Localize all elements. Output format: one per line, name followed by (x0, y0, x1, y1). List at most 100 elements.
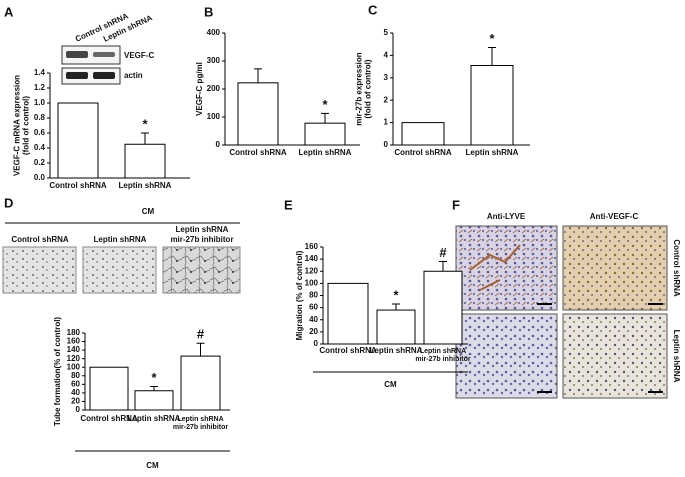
y-axis-label: Tube formation(% of control) (53, 317, 62, 427)
y-tick-label: 300 (207, 56, 221, 65)
y-tick-label: 0 (314, 339, 319, 348)
y-tick-label: 0 (216, 140, 221, 149)
y-tick-label: 40 (309, 315, 318, 324)
group-label: CM (146, 461, 159, 470)
y-tick-label: 0 (384, 140, 389, 149)
panel-label: E (284, 197, 293, 212)
x-tick-label: Leptin shRNA (370, 346, 423, 355)
x-tick-label: Leptin shRNA (177, 416, 223, 423)
error-bar (254, 68, 262, 83)
y-tick-label: 100 (305, 278, 319, 287)
blot-band (93, 72, 115, 79)
x-tick-label: Leptin shRNA (119, 181, 172, 190)
y-tick-label: 0.8 (34, 113, 46, 122)
ihc-image (455, 313, 558, 399)
bar (134, 390, 174, 411)
bar (180, 355, 221, 411)
bar (89, 366, 129, 411)
y-tick-label: 60 (71, 379, 80, 388)
x-tick-label: Control shRNA (80, 414, 138, 423)
y-tick-label: 80 (309, 291, 318, 300)
y-tick-label: 0.4 (34, 143, 46, 152)
blot-frame (61, 45, 121, 65)
y-tick-label: 400 (207, 28, 221, 37)
y-tick-label: 1.2 (34, 83, 46, 92)
y-axis-label: VEGF-C mRNA expression (13, 75, 22, 176)
y-tick-label: 1 (384, 118, 389, 127)
y-tick-label: 1.4 (34, 68, 46, 77)
bar (401, 122, 445, 146)
error-bar (196, 342, 205, 357)
y-tick-label: 0.2 (34, 158, 46, 167)
x-tick-label: Leptin shRNA (466, 148, 519, 157)
y-tick-label: 5 (384, 28, 389, 37)
x-tick-label: Control shRNA (319, 346, 377, 355)
significance-marker: * (489, 31, 495, 46)
significance-marker: # (439, 245, 447, 260)
y-tick-label: 160 (67, 337, 81, 346)
bar (124, 143, 166, 179)
group-label: CM (384, 380, 397, 389)
y-tick-label: 0.6 (34, 128, 46, 137)
y-tick-label: 200 (207, 84, 221, 93)
x-tick-label: mir-27b inhibitor (415, 356, 471, 363)
micrograph (162, 246, 241, 294)
blot-band (66, 51, 88, 58)
y-tick-label: 120 (67, 354, 81, 363)
y-tick-label: 40 (71, 388, 80, 397)
panel-label: C (368, 2, 378, 17)
bar (57, 102, 99, 179)
group-label: CM (142, 207, 155, 216)
bar (423, 270, 463, 345)
error-bar (392, 303, 400, 311)
panel-label: B (204, 4, 213, 19)
band-label: actin (124, 71, 143, 80)
image-label: Leptin shRNA (176, 225, 229, 234)
y-tick-label: 2 (384, 95, 389, 104)
error-bar (488, 47, 496, 66)
x-tick-label: Control shRNA (394, 148, 452, 157)
bar (376, 309, 416, 345)
y-tick-label: 20 (71, 397, 80, 406)
micrograph (82, 246, 157, 294)
x-tick-label: Control shRNA (49, 181, 107, 190)
y-tick-label: 100 (207, 112, 221, 121)
error-bar (141, 132, 149, 145)
band-label: VEGF-C (124, 51, 154, 60)
bar (237, 82, 279, 146)
significance-marker: * (151, 370, 157, 385)
row-label: Leptin shRNA (672, 330, 681, 383)
y-tick-label: 0.0 (34, 173, 46, 182)
ihc-image (562, 225, 668, 311)
y-axis-label: (fold of control) (364, 59, 373, 118)
y-tick-label: 160 (305, 242, 319, 251)
y-axis-label: VEGF-C pg/ml (195, 62, 204, 116)
bar (327, 282, 369, 345)
x-tick-label: Leptin shRNA (420, 348, 466, 355)
y-axis-label: (fold of control) (22, 96, 31, 155)
column-label: Anti-LYVE (487, 212, 526, 221)
image-label: mir-27b inhibitor (170, 235, 233, 244)
y-tick-label: 180 (67, 328, 81, 337)
error-bar (321, 112, 329, 124)
image-label: Control shRNA (11, 235, 69, 244)
y-tick-label: 140 (67, 345, 81, 354)
blot-band (66, 72, 88, 79)
y-tick-label: 120 (305, 266, 319, 275)
blot-band (93, 52, 115, 57)
y-axis-label: mir-27b expression (355, 52, 364, 125)
significance-marker: # (197, 327, 205, 342)
x-tick-label: Leptin shRNA (299, 148, 352, 157)
y-axis-label: Migration (% of control) (295, 250, 304, 340)
significance-marker: * (322, 97, 328, 112)
significance-marker: * (393, 287, 399, 302)
y-tick-label: 100 (67, 362, 81, 371)
y-tick-label: 140 (305, 254, 319, 263)
image-label: Leptin shRNA (94, 235, 147, 244)
micrograph (2, 246, 77, 294)
bar (304, 122, 346, 146)
x-tick-label: Leptin shRNA (128, 414, 181, 423)
panel-label: F (452, 197, 460, 212)
y-tick-label: 1.0 (34, 98, 46, 107)
